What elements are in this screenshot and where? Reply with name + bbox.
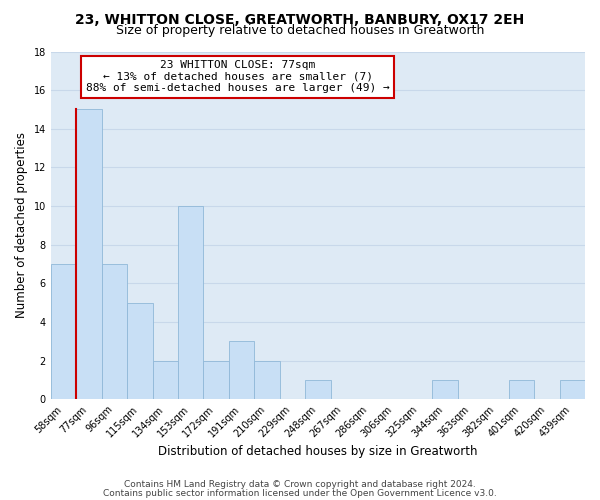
Text: 23 WHITTON CLOSE: 77sqm
← 13% of detached houses are smaller (7)
88% of semi-det: 23 WHITTON CLOSE: 77sqm ← 13% of detache…: [86, 60, 389, 94]
Bar: [203, 360, 229, 399]
Text: Size of property relative to detached houses in Greatworth: Size of property relative to detached ho…: [116, 24, 484, 37]
Bar: [254, 360, 280, 399]
Bar: [152, 360, 178, 399]
Bar: [305, 380, 331, 399]
Text: 23, WHITTON CLOSE, GREATWORTH, BANBURY, OX17 2EH: 23, WHITTON CLOSE, GREATWORTH, BANBURY, …: [76, 12, 524, 26]
Bar: [76, 110, 101, 399]
X-axis label: Distribution of detached houses by size in Greatworth: Distribution of detached houses by size …: [158, 444, 478, 458]
Bar: [433, 380, 458, 399]
Bar: [560, 380, 585, 399]
Bar: [509, 380, 534, 399]
Bar: [51, 264, 76, 399]
Text: Contains HM Land Registry data © Crown copyright and database right 2024.: Contains HM Land Registry data © Crown c…: [124, 480, 476, 489]
Y-axis label: Number of detached properties: Number of detached properties: [15, 132, 28, 318]
Bar: [178, 206, 203, 399]
Bar: [229, 341, 254, 399]
Text: Contains public sector information licensed under the Open Government Licence v3: Contains public sector information licen…: [103, 488, 497, 498]
Bar: [127, 302, 152, 399]
Bar: [101, 264, 127, 399]
